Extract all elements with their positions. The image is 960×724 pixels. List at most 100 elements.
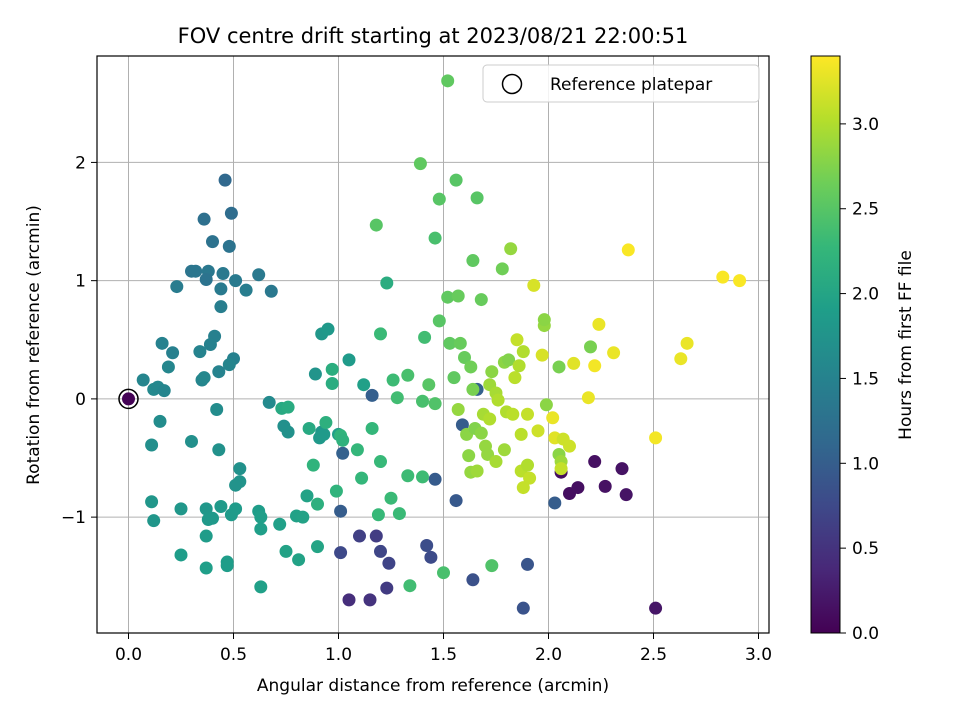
data-point — [453, 336, 467, 350]
data-point — [504, 242, 518, 256]
data-point — [497, 443, 511, 457]
data-point — [254, 510, 268, 524]
data-point — [563, 439, 576, 453]
data-point — [371, 508, 385, 522]
data-point — [441, 290, 455, 304]
data-point — [510, 333, 524, 347]
data-point — [229, 274, 243, 288]
data-point — [199, 561, 213, 575]
data-point — [222, 239, 236, 253]
data-point — [147, 514, 161, 528]
data-point — [325, 362, 339, 376]
data-point — [374, 327, 387, 341]
y-tick-label: 1 — [75, 272, 86, 292]
data-point — [216, 267, 230, 281]
data-point — [273, 517, 287, 531]
data-point — [262, 395, 276, 409]
data-point — [428, 397, 442, 411]
data-point — [336, 446, 350, 460]
reference-platepar-marker — [118, 388, 139, 410]
colorbar-tick-label: 1.5 — [852, 369, 879, 389]
data-point — [185, 434, 198, 448]
data-point — [588, 359, 602, 373]
data-point — [401, 368, 415, 382]
data-point — [674, 352, 688, 366]
data-point — [537, 313, 551, 327]
data-point — [122, 392, 135, 406]
legend-box — [482, 64, 760, 103]
data-point — [451, 289, 465, 303]
data-point — [506, 407, 520, 421]
data-point — [592, 317, 606, 331]
data-point — [470, 464, 484, 478]
data-point — [584, 340, 597, 354]
data-point — [325, 377, 339, 391]
data-point — [380, 276, 394, 290]
data-point — [321, 322, 335, 336]
data-point — [567, 356, 581, 370]
chart-title: FOV centre drift starting at 2023/08/21 … — [178, 24, 689, 48]
data-point — [281, 425, 295, 439]
x-tick-label: 3.0 — [745, 645, 772, 665]
data-point — [214, 300, 228, 314]
data-point — [369, 218, 383, 232]
data-point — [521, 557, 534, 571]
data-point — [197, 212, 211, 226]
data-point — [161, 360, 175, 374]
data-point — [374, 544, 387, 558]
data-point — [390, 391, 404, 405]
data-point — [502, 353, 516, 367]
data-point — [357, 378, 371, 392]
data-point — [308, 367, 322, 381]
data-point — [189, 264, 203, 278]
data-point — [214, 282, 228, 296]
data-point — [306, 458, 320, 472]
data-point — [437, 566, 450, 580]
data-points — [122, 74, 747, 615]
y-tick-label: 0 — [75, 390, 86, 410]
x-tick-label: 1.0 — [325, 645, 352, 665]
data-point — [199, 272, 213, 286]
colorbar-ticks: 0.0 0.5 1.0 1.5 2.0 2.5 3.0 — [840, 115, 879, 644]
data-point — [334, 546, 348, 560]
data-point — [546, 411, 560, 425]
legend-label: Reference platepar — [550, 75, 712, 95]
data-point — [353, 529, 366, 543]
data-point — [329, 484, 343, 498]
data-point — [170, 280, 184, 294]
data-point — [342, 353, 356, 367]
data-point — [214, 499, 228, 513]
data-point — [508, 371, 522, 385]
data-point — [489, 455, 503, 469]
data-point — [466, 382, 480, 396]
data-point — [220, 559, 234, 573]
data-point — [317, 427, 331, 441]
data-point — [239, 283, 253, 297]
y-axis-ticks: −1 0 1 2 — [61, 153, 97, 528]
x-axis-ticks: 0.0 0.5 1.0 1.5 2.0 2.5 3.0 — [115, 633, 772, 665]
data-point — [441, 74, 455, 88]
data-point — [264, 284, 278, 298]
data-point — [363, 593, 377, 607]
legend: Reference platepar — [482, 64, 760, 103]
data-point — [218, 173, 232, 187]
colorbar-tick-label: 2.5 — [852, 200, 879, 220]
y-tick-label: 2 — [75, 153, 86, 173]
data-point — [466, 254, 480, 268]
data-point — [598, 479, 612, 493]
colorbar-tick-label: 2.0 — [852, 285, 879, 305]
data-point — [716, 270, 730, 284]
data-point — [384, 491, 398, 505]
data-point — [449, 494, 463, 508]
data-point — [365, 388, 379, 402]
data-point — [302, 421, 316, 435]
data-point — [210, 403, 224, 417]
data-point — [621, 243, 635, 257]
data-point — [365, 421, 379, 435]
data-point — [680, 336, 694, 350]
data-point — [554, 462, 568, 476]
data-point — [300, 489, 314, 503]
data-point — [424, 550, 438, 564]
x-tick-label: 2.0 — [535, 645, 562, 665]
